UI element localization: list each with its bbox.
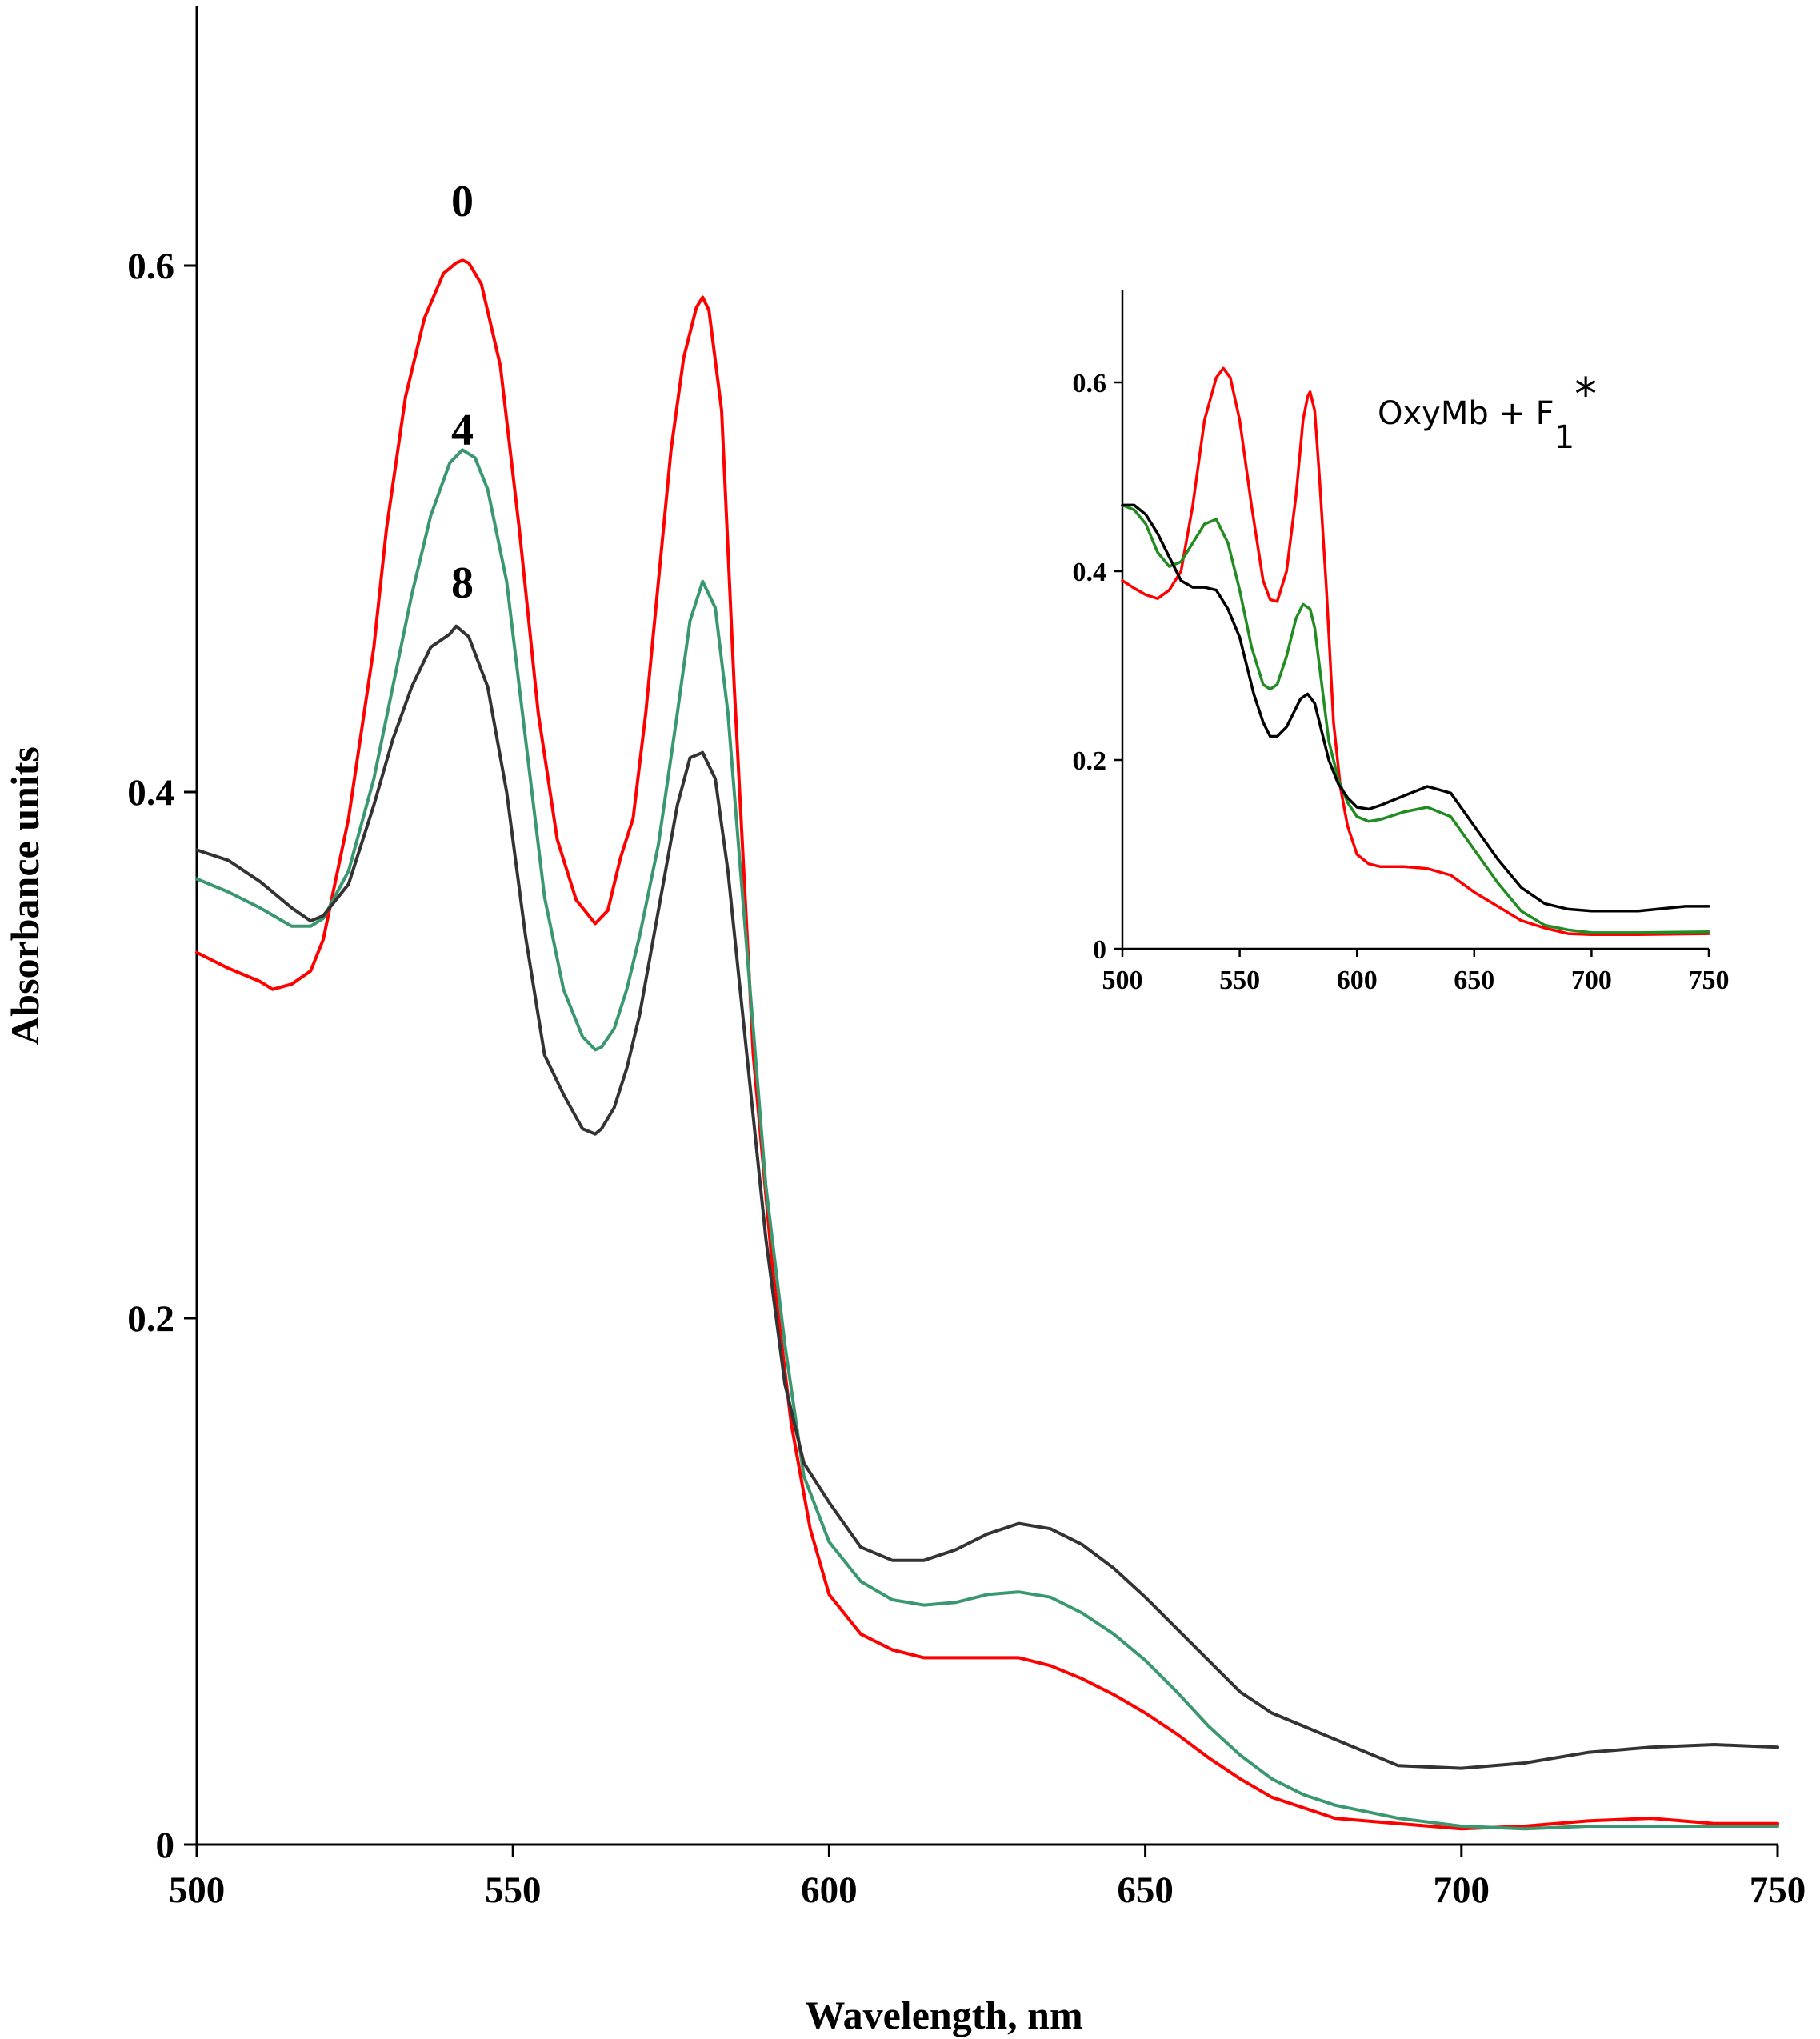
curve-label-0: 0 bbox=[451, 177, 474, 226]
main-y-tick-label: 0.6 bbox=[127, 246, 174, 287]
main-series-line-4 bbox=[195, 448, 1779, 1831]
main-curve-labels: 0 4 8 bbox=[451, 177, 474, 608]
main-y-axis-label: Absorbance units bbox=[2, 746, 47, 1045]
inset-ticks: 500 550 600 650 700 750 0 0.2 0.4 0.6 bbox=[1073, 369, 1730, 995]
inset-x-tick-label: 600 bbox=[1337, 966, 1378, 995]
main-x-axis-label: Wavelength, nm bbox=[805, 1993, 1082, 2037]
inset-series bbox=[1121, 366, 1710, 937]
curve-label-8: 8 bbox=[451, 558, 474, 608]
main-x-tick-label: 650 bbox=[1117, 1869, 1174, 1911]
inset-title-asterisk: * bbox=[1574, 369, 1597, 421]
curve-label-4: 4 bbox=[451, 406, 474, 455]
inset-x-tick-label: 650 bbox=[1454, 966, 1494, 995]
inset-y-tick-label: 0 bbox=[1093, 935, 1106, 965]
main-series-line-0 bbox=[195, 258, 1779, 1831]
inset-series-line-green bbox=[1121, 503, 1710, 934]
main-ticks: 500 550 600 650 700 750 0 0.2 0.4 0.6 bbox=[127, 246, 1806, 1911]
main-y-tick-label: 0.4 bbox=[127, 772, 174, 814]
main-y-tick-label: 0 bbox=[156, 1825, 175, 1866]
main-series-line-8 bbox=[195, 624, 1779, 1770]
inset-y-tick-label: 0.6 bbox=[1073, 369, 1107, 398]
inset-y-tick-label: 0.4 bbox=[1073, 558, 1107, 587]
inset-x-tick-label: 750 bbox=[1689, 966, 1730, 995]
inset-x-tick-label: 550 bbox=[1219, 966, 1260, 995]
inset-chart: 500 550 600 650 700 750 0 0.2 0.4 0.6 OxyMb + F1* bbox=[1073, 290, 1730, 995]
main-x-tick-label: 700 bbox=[1434, 1869, 1490, 1911]
inset-x-tick-label: 500 bbox=[1102, 966, 1143, 995]
main-x-tick-label: 600 bbox=[801, 1869, 858, 1911]
main-x-tick-label: 500 bbox=[169, 1869, 226, 1911]
inset-x-tick-label: 700 bbox=[1571, 966, 1612, 995]
main-x-tick-label: 550 bbox=[485, 1869, 542, 1911]
inset-series-line-red bbox=[1121, 366, 1710, 937]
main-series bbox=[195, 258, 1779, 1831]
main-y-tick-label: 0.2 bbox=[127, 1298, 174, 1340]
inset-title-subscript: 1 bbox=[1554, 419, 1574, 456]
main-x-tick-label: 750 bbox=[1750, 1869, 1806, 1911]
inset-y-tick-label: 0.2 bbox=[1073, 746, 1107, 776]
inset-title-main: OxyMb + F bbox=[1378, 395, 1554, 432]
inset-title: OxyMb + F1* bbox=[1378, 369, 1597, 456]
main-chart: 500 550 600 650 700 750 0 0.2 0.4 0.6 0 4 8 Wavelen… bbox=[2, 6, 1806, 2037]
inset-series-line-black bbox=[1121, 503, 1710, 913]
